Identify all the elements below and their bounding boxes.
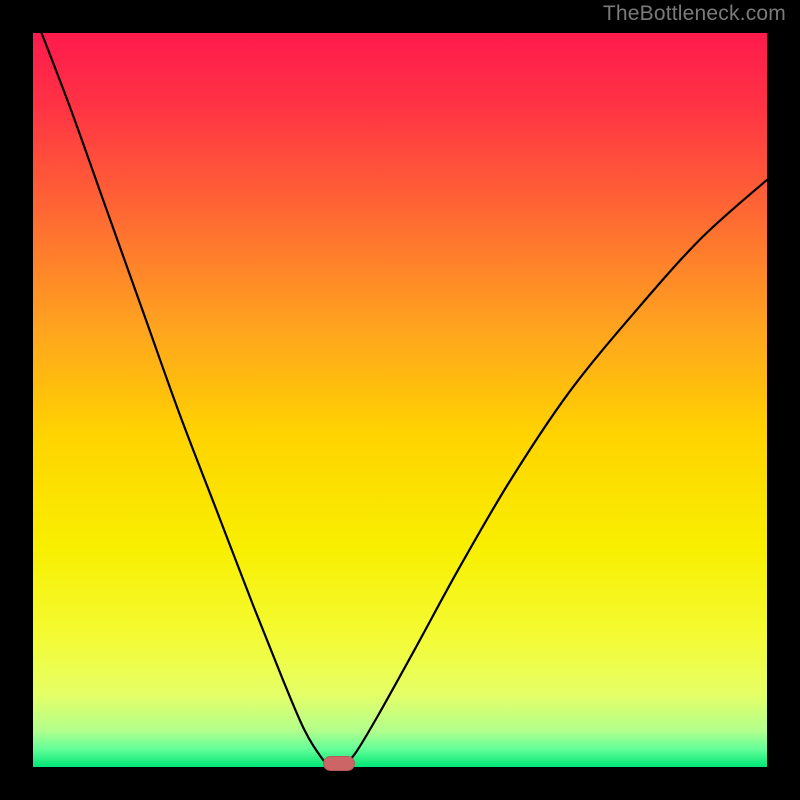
plot-area — [33, 33, 767, 767]
bottleneck-curve — [33, 33, 332, 767]
watermark-text: TheBottleneck.com — [603, 2, 786, 26]
bottleneck-curve — [343, 180, 767, 767]
curve-layer — [33, 33, 767, 767]
optimum-marker — [323, 756, 355, 771]
chart-canvas: TheBottleneck.com — [0, 0, 800, 800]
